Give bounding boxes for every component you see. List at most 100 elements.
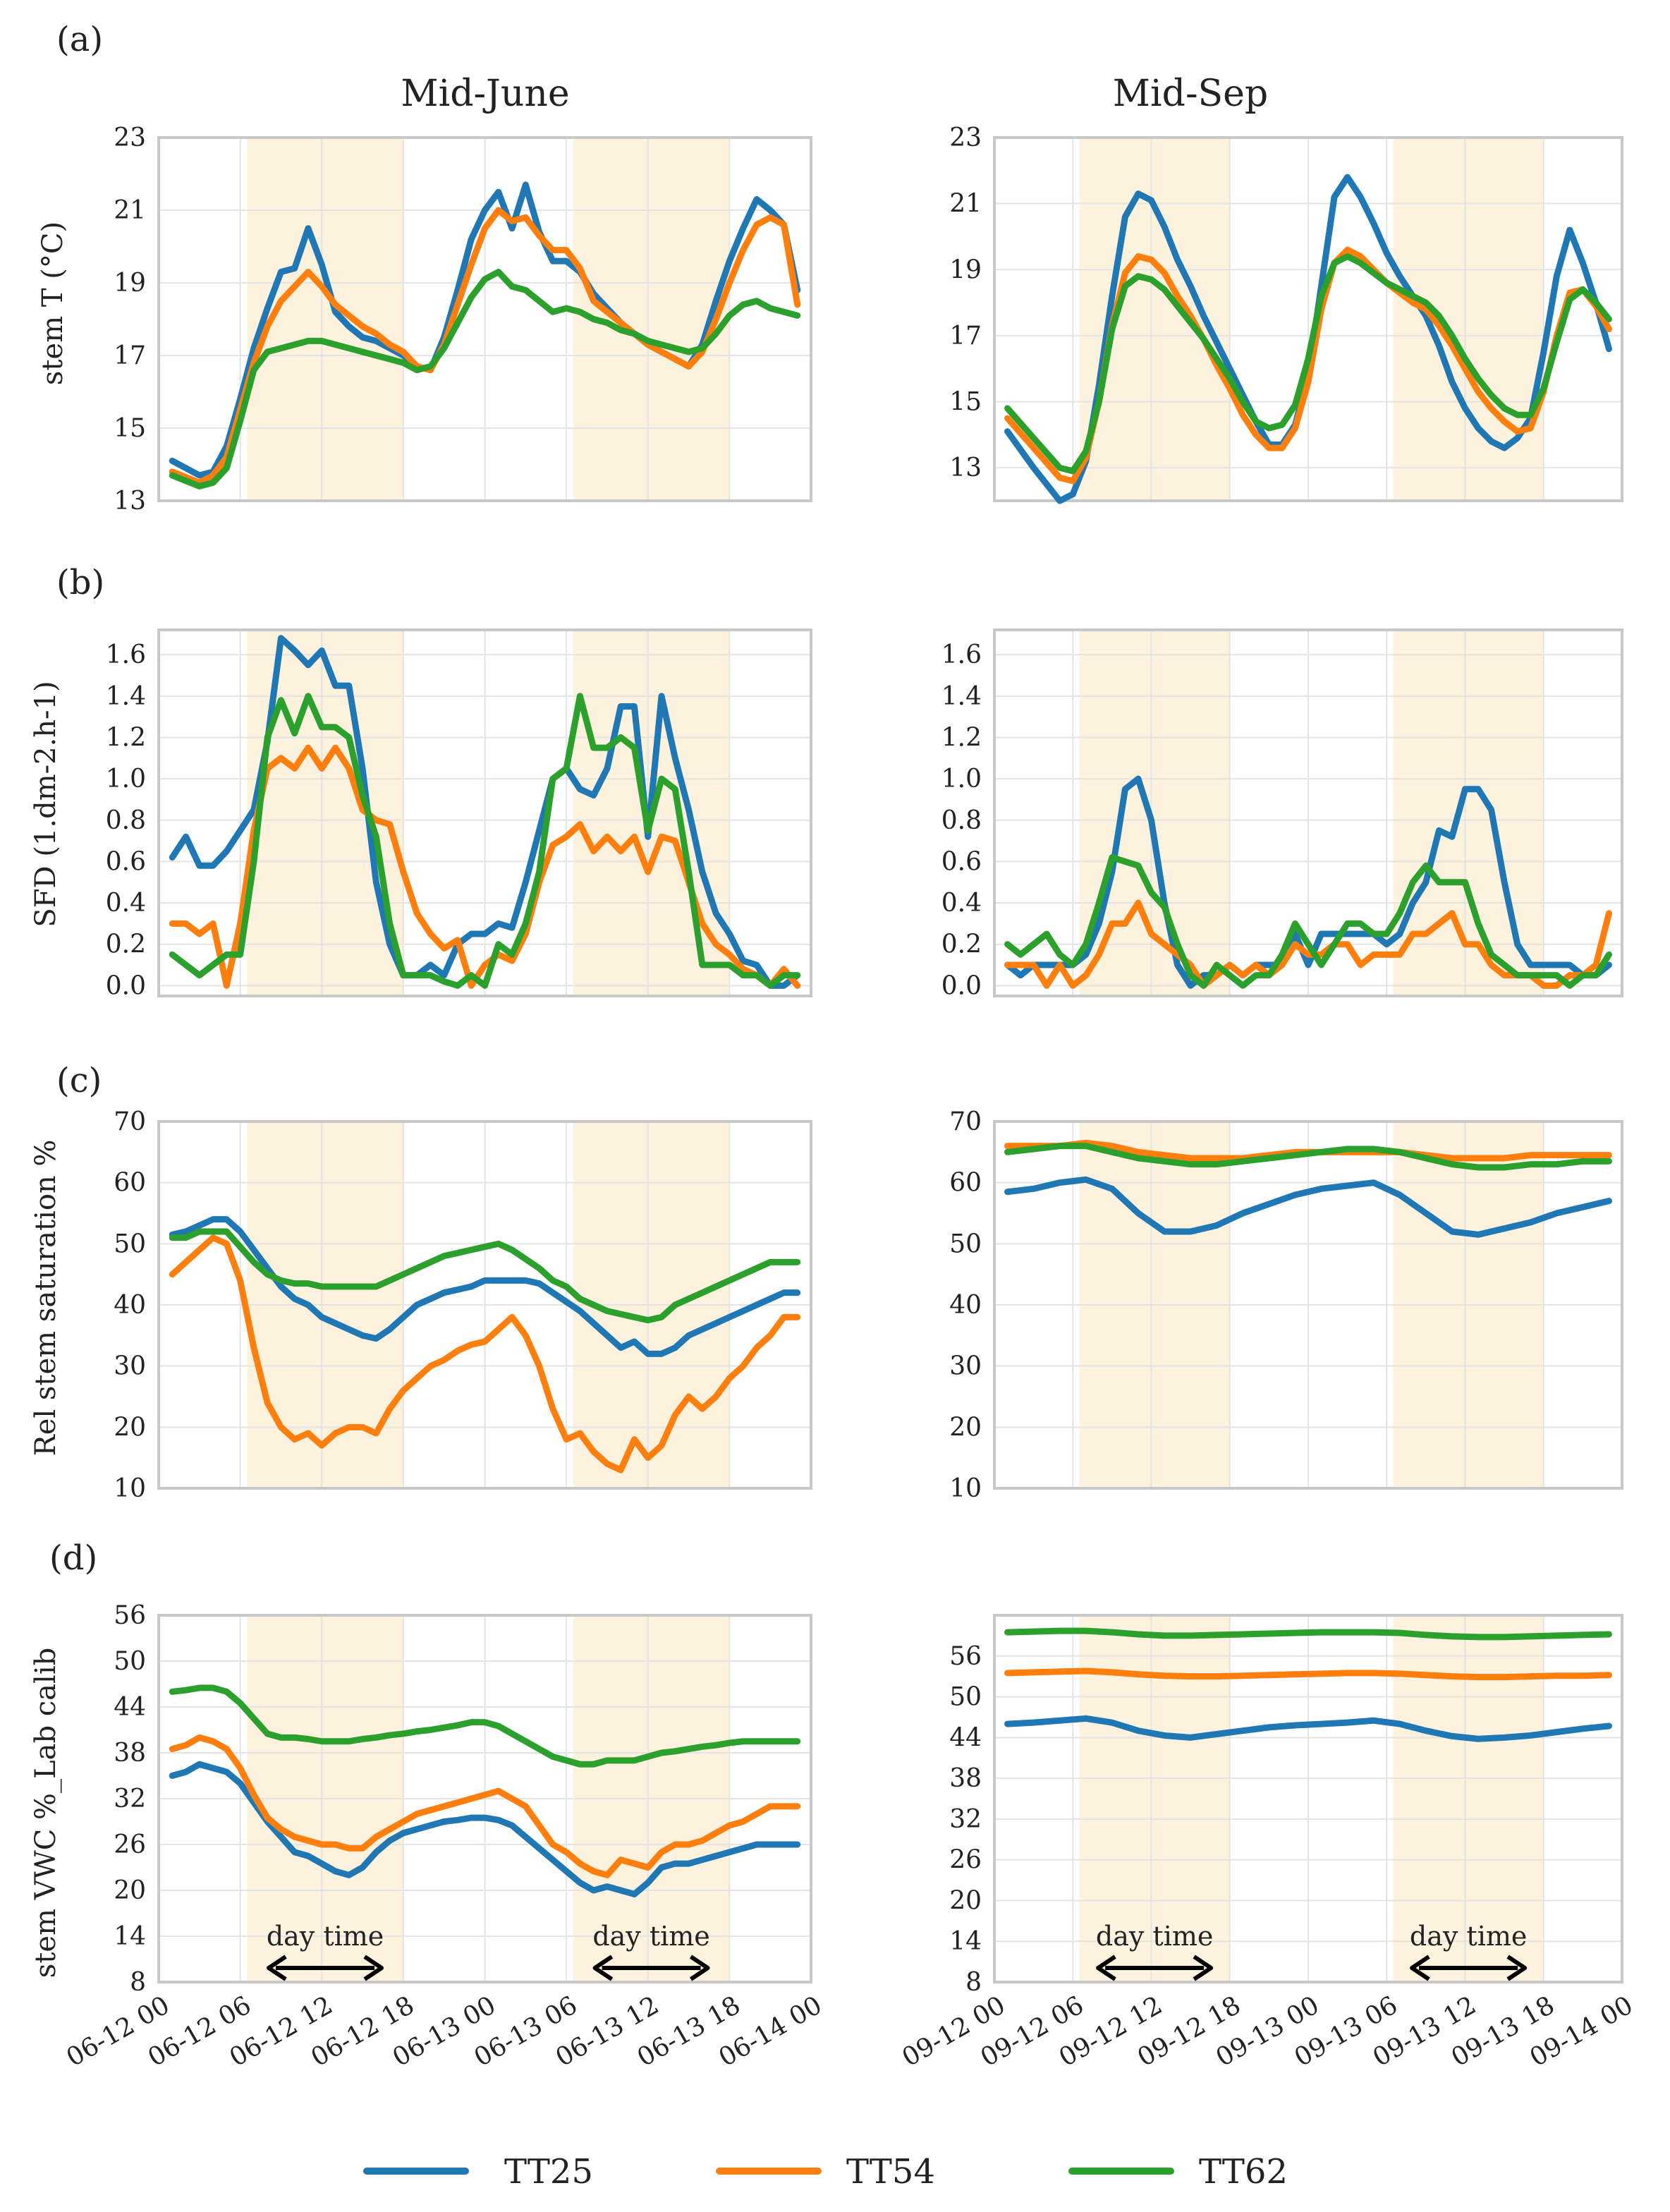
plot-frame (157, 1120, 812, 1490)
series-line-tt62 (169, 269, 801, 490)
y-tick-label: 23 (114, 123, 146, 152)
y-tick-label: 1.2 (106, 723, 146, 752)
y-tick-label: 21 (114, 196, 146, 225)
y-tick-label: 0.0 (941, 971, 982, 1000)
y-tick-label: 21 (949, 190, 982, 219)
plot-sep-a: 13 15 17 19 21 23 (949, 123, 1623, 504)
y-tick-label: 32 (949, 1805, 982, 1834)
series-line-tt25 (1004, 1176, 1612, 1238)
legend-label-tt62: TT62 (1199, 2152, 1288, 2192)
y-axis-label-b: SFD (1.dm-2.h-1) (30, 681, 62, 927)
arrow-head-left (1096, 1955, 1116, 1981)
y-tick-label: 15 (114, 414, 146, 443)
plot-frame (157, 136, 812, 502)
y-tick-label: 56 (114, 1601, 146, 1630)
y-tick-label: 17 (949, 322, 982, 351)
y-tick-label: 20 (114, 1413, 146, 1442)
plot-frame (157, 1614, 812, 1983)
arrow-head-left (592, 1955, 614, 1981)
y-axis-label-c: Rel stem saturation % (30, 1140, 62, 1457)
y-tick-label: 50 (114, 1229, 146, 1258)
y-tick-label: 14 (114, 1922, 146, 1951)
legend-label-tt54: TT54 (846, 2152, 935, 2192)
series-line-tt54 (169, 1234, 801, 1473)
y-tick-label: 14 (949, 1927, 982, 1956)
y-tick-label: 0.6 (106, 847, 146, 876)
series-line-tt62 (1004, 1627, 1612, 1641)
y-tick-label: 0.6 (941, 847, 982, 876)
series-line-tt62 (169, 693, 801, 989)
plot-area: 13 15 17 19 21 23 13 15 17 19 21 23 0.0 0.2 0.4 0.6 0.8 1… (62, 123, 1638, 2072)
y-tick-label: 8 (130, 1968, 146, 1997)
series-line-tt54 (169, 1734, 801, 1878)
y-tick-label: 1.4 (106, 682, 146, 711)
y-tick-label: 0.8 (106, 806, 146, 835)
column-title-june: Mid-June (401, 73, 569, 115)
y-tick-label: 1.4 (941, 682, 982, 711)
y-tick-label: 26 (949, 1846, 982, 1875)
y-axis-label-d: stem VWC %_Lab calib (30, 1648, 62, 1978)
y-tick-label: 20 (949, 1886, 982, 1915)
y-tick-label: 13 (949, 454, 982, 482)
plot-frame (993, 1120, 1623, 1490)
day-time-label: day time (1096, 1921, 1213, 1952)
y-axis-label-a: stem T (°C) (37, 221, 69, 385)
plot-june-c: 10 20 30 40 50 60 70 (114, 1107, 812, 1503)
y-tick-label: 15 (949, 388, 982, 417)
y-tick-label: 44 (114, 1693, 146, 1722)
daytime-band-2 (1393, 138, 1544, 501)
y-tick-label: 23 (949, 123, 982, 152)
plot-frame (157, 628, 812, 997)
daytime-band-2 (1393, 630, 1544, 996)
y-tick-label: 50 (949, 1683, 982, 1712)
series-line-tt25 (1004, 174, 1612, 504)
arrow-head-right (1193, 1955, 1214, 1981)
day-time-label: day time (267, 1921, 384, 1952)
arrow-head-right (1506, 1955, 1528, 1981)
arrow-head-right (363, 1955, 384, 1981)
y-tick-label: 50 (114, 1647, 146, 1676)
series-line-tt25 (1004, 1715, 1612, 1742)
day-time-label: day time (1410, 1921, 1527, 1952)
series-line-tt54 (169, 207, 801, 486)
legend: TT25 TT54 TT62 (363, 2152, 1288, 2192)
series-line-tt62 (1004, 1143, 1612, 1171)
y-tick-label: 8 (965, 1968, 982, 1997)
y-tick-label: 30 (114, 1352, 146, 1381)
panel-label-d: (d) (49, 1538, 97, 1578)
y-tick-label: 50 (949, 1229, 982, 1258)
y-tick-label: 13 (114, 487, 146, 516)
panel-label-b: (b) (56, 563, 104, 602)
y-tick-label: 19 (114, 269, 146, 298)
arrow-head-left (267, 1955, 287, 1981)
day-time-label: day time (592, 1921, 709, 1952)
y-tick-label: 10 (114, 1474, 146, 1503)
y-tick-label: 1.6 (941, 640, 982, 669)
series-line-tt54 (1004, 899, 1612, 989)
series-line-tt25 (1004, 775, 1612, 989)
y-tick-label: 20 (949, 1413, 982, 1442)
y-tick-label: 20 (114, 1876, 146, 1905)
y-tick-label: 0.2 (106, 930, 146, 959)
series-line-tt62 (169, 1684, 801, 1768)
legend-label-tt25: TT25 (504, 2152, 593, 2192)
plot-june-b: 0.0 0.2 0.4 0.6 0.8 1.0 1.2 1.4 1.6 (106, 628, 812, 1000)
y-tick-label: 0.4 (941, 889, 982, 918)
y-tick-label: 32 (114, 1785, 146, 1813)
y-tick-label: 44 (949, 1723, 982, 1752)
panel-label-a: (a) (56, 20, 103, 59)
series-line-tt62 (169, 1228, 801, 1324)
arrow-head-left (1410, 1955, 1430, 1981)
series-line-tt25 (169, 635, 801, 989)
y-tick-label: 1.0 (941, 765, 982, 794)
y-tick-label: 70 (114, 1107, 146, 1136)
y-tick-label: 1.2 (941, 723, 982, 752)
plot-frame (993, 628, 1623, 997)
y-tick-label: 0.8 (941, 806, 982, 835)
y-tick-label: 56 (949, 1642, 982, 1671)
y-tick-label: 0.4 (106, 889, 146, 918)
y-tick-label: 60 (114, 1169, 146, 1198)
